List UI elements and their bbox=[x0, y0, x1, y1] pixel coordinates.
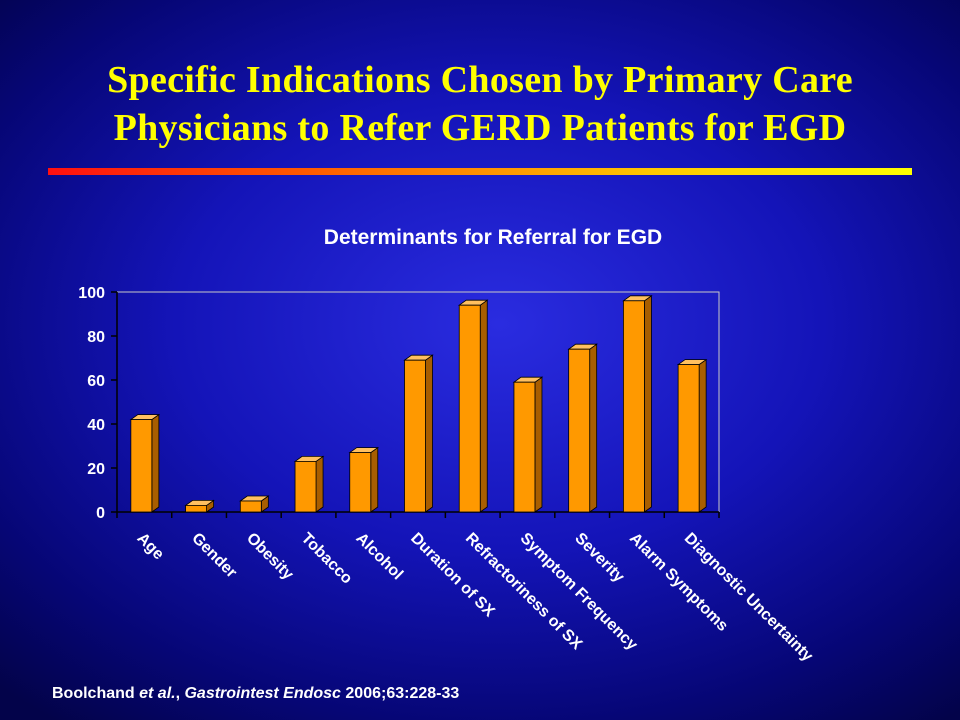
bar-front-face bbox=[568, 348, 591, 513]
bar-front-face bbox=[185, 504, 207, 513]
citation-etal: et al. bbox=[134, 685, 176, 702]
citation-separator: , bbox=[175, 685, 185, 702]
bar-front-face bbox=[294, 460, 317, 513]
bar-front-face bbox=[130, 419, 153, 513]
bar bbox=[676, 358, 708, 513]
x-tick-label: Tobacco bbox=[298, 530, 356, 588]
y-axis: 0 20 40 60 80 100 bbox=[78, 285, 117, 522]
x-tick-label: Gender bbox=[188, 530, 240, 582]
citation-author: Boolchand bbox=[52, 685, 135, 702]
bar-side-face bbox=[315, 455, 324, 513]
bar-side-face bbox=[534, 376, 543, 513]
bar bbox=[348, 446, 380, 513]
y-tick-label: 60 bbox=[87, 373, 105, 390]
x-tick-label: Alcohol bbox=[352, 530, 406, 584]
bar bbox=[293, 455, 325, 513]
y-tick-label: 20 bbox=[87, 461, 105, 478]
citation-journal: Gastrointest Endosc bbox=[184, 685, 341, 702]
x-tick-label: Age bbox=[134, 530, 167, 563]
bar-front-face bbox=[623, 300, 645, 513]
y-tick-label: 40 bbox=[87, 417, 105, 434]
citation: Boolchand et al., Gastrointest Endosc 20… bbox=[52, 685, 459, 703]
slide-title: Specific Indications Chosen by Primary C… bbox=[0, 56, 960, 152]
bar bbox=[457, 299, 489, 513]
bar-side-face bbox=[425, 354, 433, 513]
bar bbox=[567, 343, 598, 513]
citation-reference: 2006;63:228-33 bbox=[340, 685, 460, 702]
bars bbox=[129, 295, 708, 513]
bar-side-face bbox=[479, 299, 488, 513]
bar-side-face bbox=[370, 446, 379, 513]
y-tick-label: 100 bbox=[78, 285, 105, 302]
bar-front-face bbox=[458, 304, 481, 513]
y-tick-label: 80 bbox=[87, 329, 105, 346]
bar-side-face bbox=[698, 358, 707, 513]
bar bbox=[622, 295, 653, 513]
bar-front-face bbox=[349, 452, 372, 513]
x-tick-label: Severity bbox=[571, 530, 627, 586]
x-tick-label: Alarm Symptoms bbox=[626, 530, 731, 635]
bar bbox=[239, 495, 270, 513]
chart-title: Determinants for Referral for EGD bbox=[324, 226, 662, 249]
slide-title-line-2: Physicians to Refer GERD Patients for EG… bbox=[113, 107, 847, 149]
title-underline-rule bbox=[48, 168, 912, 175]
bar bbox=[512, 376, 544, 513]
bar-front-face bbox=[677, 364, 700, 513]
bar bbox=[403, 354, 434, 513]
bar-front-face bbox=[239, 500, 262, 513]
y-tick-label: 0 bbox=[96, 505, 105, 522]
bar-side-face bbox=[644, 295, 652, 513]
bar-side-face bbox=[151, 413, 160, 513]
bar-front-face bbox=[404, 359, 426, 513]
bar bbox=[184, 499, 215, 513]
bar bbox=[129, 413, 161, 513]
bar-side-face bbox=[589, 343, 598, 513]
slide-title-line-1: Specific Indications Chosen by Primary C… bbox=[107, 59, 853, 101]
x-tick-label: Obesity bbox=[243, 530, 297, 584]
bar-front-face bbox=[513, 381, 536, 513]
